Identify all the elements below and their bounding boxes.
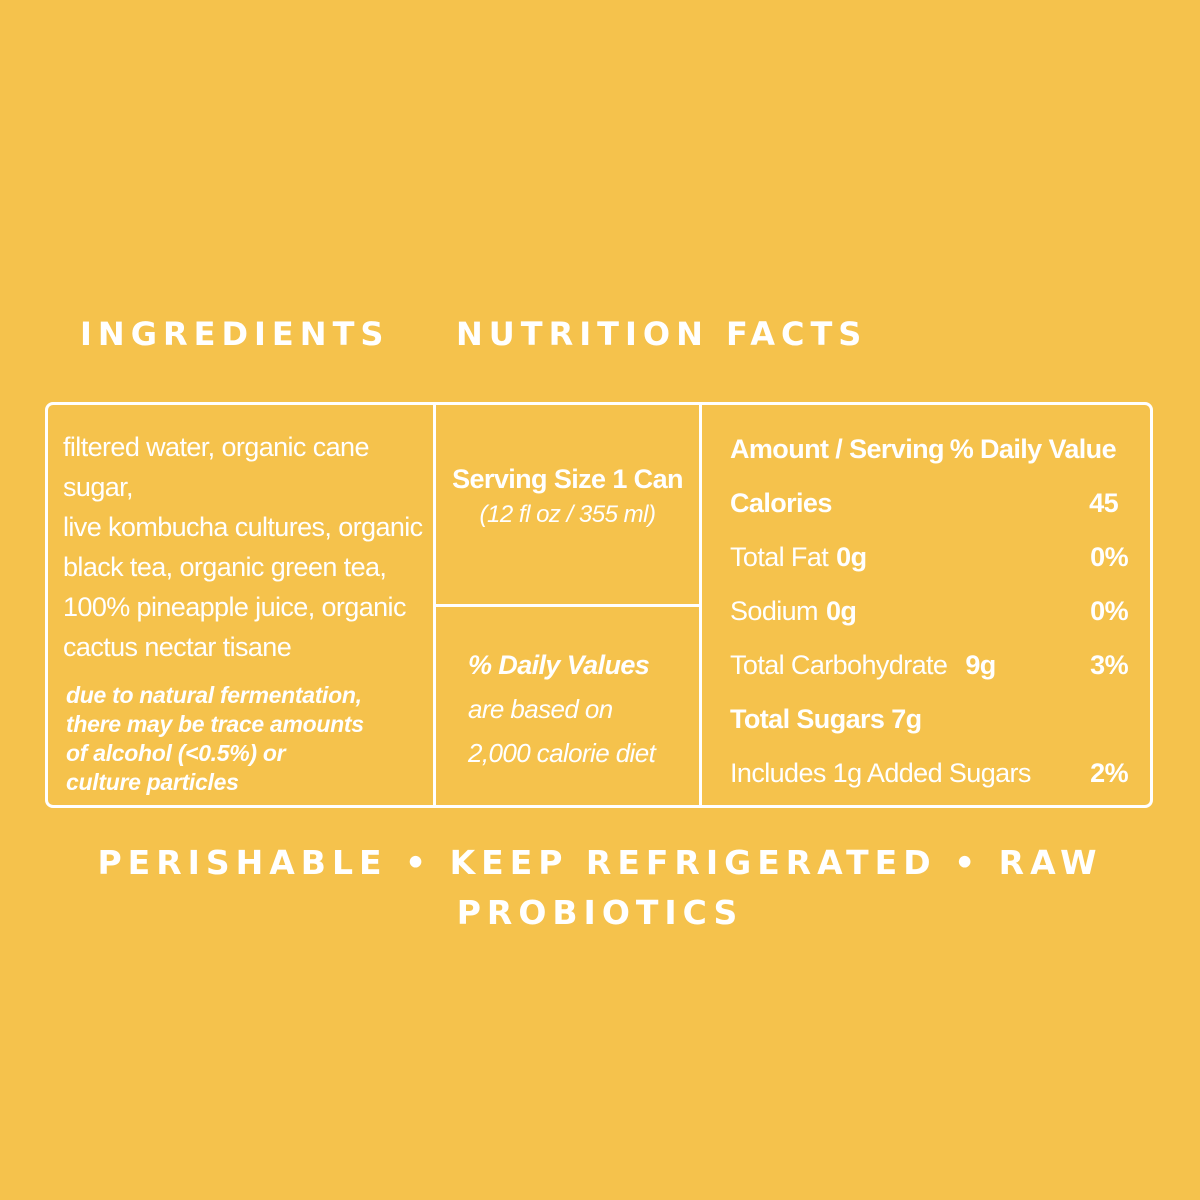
divider-horizontal — [436, 604, 699, 607]
total-sugars-row: Total Sugars 7g — [730, 695, 1128, 749]
nutrition-facts-table: Amount / Serving % Daily Value Calories … — [730, 425, 1129, 803]
sodium-amount: 0g — [825, 596, 857, 626]
alcohol-note-line: due to natural fermentation, — [66, 682, 362, 708]
storage-notice: PERISHABLE • KEEP REFRIGERATED • RAW PRO… — [97, 843, 1103, 932]
total-fat-amount: 0g — [836, 542, 867, 572]
nutrition-facts-heading: NUTRITION FACTS — [456, 315, 868, 353]
amount-per-serving-header: Amount / Serving — [730, 434, 945, 464]
total-sugars-label: Total Sugars 7g — [730, 704, 922, 734]
divider-vertical-left — [433, 405, 436, 805]
added-sugars-row: Includes 1g Added Sugars 2% — [730, 749, 1129, 803]
daily-value-header: % Daily Value — [949, 434, 1117, 464]
total-fat-dv: 0% — [1090, 542, 1128, 572]
ingredients-line: filtered water, organic cane sugar, — [63, 432, 369, 502]
added-sugars-label: Includes 1g Added Sugars — [730, 758, 1031, 788]
sodium-dv: 0% — [1090, 596, 1128, 626]
alcohol-note-line: culture particles — [66, 769, 239, 795]
ingredients-list: filtered water, organic cane sugar, live… — [63, 427, 431, 667]
calories-label: Calories — [730, 488, 832, 518]
ingredients-heading: INGREDIENTS — [80, 315, 390, 353]
daily-values-line: are based on — [468, 694, 613, 724]
label-panel: filtered water, organic cane sugar, live… — [45, 402, 1153, 808]
sodium-label: Sodium — [730, 596, 819, 626]
sodium-row: Sodium 0g 0% — [730, 587, 1129, 641]
alcohol-note-line: there may be trace amounts — [66, 711, 364, 737]
total-carbohydrate-dv: 3% — [1090, 650, 1128, 680]
serving-amount: (12 fl oz / 355 ml) — [479, 501, 656, 528]
serving-size: Serving Size 1 Can — [452, 464, 683, 494]
daily-values-title: % Daily Values — [468, 650, 650, 680]
daily-values-note: % Daily Values are based on 2,000 calori… — [468, 643, 698, 775]
ingredients-line: 100% pineapple juice, organic — [63, 592, 406, 622]
ingredients-line: live kombucha cultures, organic — [63, 512, 423, 542]
serving-size-box: Serving Size 1 Can (12 fl oz / 355 ml) — [436, 405, 699, 604]
calories-row: Calories 45 — [730, 479, 1128, 533]
divider-vertical-right — [699, 405, 702, 805]
total-fat-row: Total Fat 0g 0% — [730, 533, 1129, 587]
calories-value: 45 — [1089, 488, 1118, 518]
total-carbohydrate-label: Total Carbohydrate — [730, 650, 948, 680]
ingredients-line: cactus nectar tisane — [63, 632, 292, 662]
ingredients-line: black tea, organic green tea, — [63, 552, 387, 582]
added-sugars-dv: 2% — [1090, 758, 1128, 788]
total-fat-label: Total Fat — [730, 542, 829, 572]
alcohol-note: due to natural fermentation, there may b… — [66, 681, 426, 797]
total-carbohydrate-row: Total Carbohydrate 9g 3% — [730, 641, 1129, 695]
facts-header-row: Amount / Serving % Daily Value — [730, 425, 1128, 479]
total-carbohydrate-amount: 9g — [965, 650, 996, 680]
daily-values-line: 2,000 calorie diet — [468, 738, 656, 768]
alcohol-note-line: of alcohol (<0.5%) or — [66, 740, 286, 766]
